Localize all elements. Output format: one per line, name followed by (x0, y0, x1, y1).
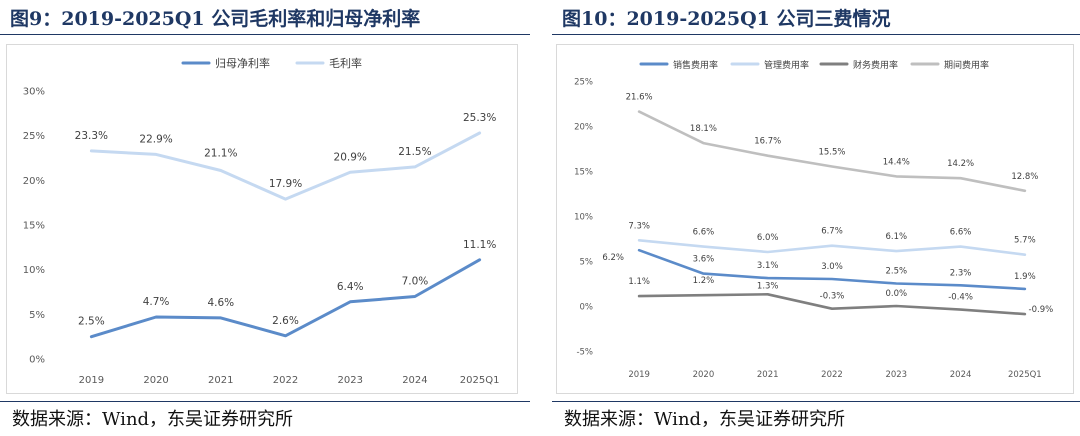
y-tick-label: 30% (23, 87, 45, 98)
data-label: 2.5% (78, 316, 105, 328)
data-label: 1.2% (693, 276, 715, 286)
data-label: 11.1% (463, 239, 496, 251)
x-tick-label: 2021 (208, 375, 233, 386)
x-tick-label: 2023 (337, 375, 362, 386)
right-source-rule (552, 401, 1080, 402)
left-panel: 图9：2019-2025Q1 公司毛利率和归母净利率 0% 5% 10% 15% 20%… (0, 0, 530, 436)
x-tick-label: 2024 (950, 370, 972, 380)
series-line (89, 131, 482, 201)
data-label: 0.0% (885, 289, 907, 299)
data-label: -0.4% (948, 293, 973, 303)
data-label: 5.7% (1014, 236, 1036, 246)
y-tick-label: 10% (574, 213, 593, 223)
series-line (637, 239, 1027, 256)
x-tick-label: 2022 (273, 375, 298, 386)
x-tick-label: 2020 (693, 370, 715, 380)
y-tick-label: 20% (574, 123, 593, 133)
data-label: 3.1% (757, 261, 779, 271)
x-tick-label: 2023 (885, 370, 907, 380)
data-label: 1.1% (628, 277, 650, 287)
expense-chart: -5% 0% 5% 10% 15% 20% 25% 2019 2020 2021 2022 2023 2… (574, 59, 1054, 380)
data-label: 22.9% (139, 133, 172, 145)
data-label: 20.9% (334, 151, 367, 163)
y-tick-label: 25% (574, 78, 593, 88)
series-line (637, 248, 1027, 291)
x-tick-label: 2022 (821, 370, 843, 380)
left-figure-title: 图9：2019-2025Q1 公司毛利率和归母净利率 (10, 8, 421, 30)
data-label: 25.3% (463, 112, 496, 124)
x-tick-label: 2025Q1 (1008, 370, 1042, 380)
legend-label: 财务费用率 (853, 59, 898, 71)
legend-label: 管理费用率 (764, 59, 809, 71)
data-label: 6.4% (337, 281, 364, 293)
x-tick-label: 2024 (402, 375, 427, 386)
data-label: 1.9% (1014, 272, 1036, 282)
series-line (637, 293, 1027, 316)
data-label: 16.7% (754, 137, 781, 147)
x-tick-label: 2019 (79, 375, 104, 386)
right-figure-title: 图10：2019-2025Q1 公司三费情况 (562, 8, 891, 30)
series-line (637, 110, 1027, 193)
data-label: 1.3% (757, 281, 779, 291)
data-label: 2.5% (885, 267, 907, 277)
left-chart-frame: 0% 5% 10% 15% 20% 25% 30% 2019 2020 2021 2022 2023 2… (6, 44, 518, 394)
x-tick-label: 2019 (628, 370, 650, 380)
y-tick-label: 25% (23, 131, 45, 142)
data-label: 3.0% (821, 262, 843, 272)
data-label: 12.8% (1011, 172, 1038, 182)
legend-label: 毛利率 (329, 56, 362, 70)
data-label: 23.3% (75, 130, 108, 142)
right-title-rule (552, 34, 1080, 35)
data-label: 14.4% (883, 157, 910, 167)
margin-chart: 0% 5% 10% 15% 20% 25% 30% 2019 2020 2021 2022 2023 2… (23, 56, 500, 386)
right-chart-frame: -5% 0% 5% 10% 15% 20% 25% 2019 2020 2021 2022 2023 2… (556, 44, 1074, 394)
data-label: -0.3% (820, 292, 845, 302)
y-tick-label: 15% (23, 221, 45, 232)
data-label: 6.2% (602, 253, 624, 263)
x-tick-label: 2020 (143, 375, 168, 386)
data-label: 7.0% (402, 275, 429, 287)
y-tick-label: 5% (580, 258, 594, 268)
data-label: 21.5% (398, 146, 431, 158)
y-tick-label: -5% (576, 348, 593, 358)
data-label: 17.9% (269, 178, 302, 190)
data-label: 6.0% (757, 233, 779, 243)
data-label: 7.3% (628, 221, 650, 231)
data-label: 15.5% (818, 148, 845, 158)
legend-label: 销售费用率 (673, 59, 718, 71)
right-source-note: 数据来源：Wind，东吴证券研究所 (564, 409, 846, 430)
left-source-rule (0, 401, 530, 402)
data-label: 14.2% (947, 159, 974, 169)
data-label: 6.7% (821, 227, 843, 237)
left-source-note: 数据来源：Wind，东吴证券研究所 (12, 409, 294, 430)
y-tick-label: 10% (23, 265, 45, 276)
data-label: 2.3% (950, 268, 972, 278)
left-title-rule (0, 34, 530, 35)
data-label: 21.6% (626, 93, 653, 103)
y-tick-label: 15% (574, 168, 593, 178)
data-label: -0.9% (1029, 305, 1054, 315)
legend-label: 归母净利率 (215, 56, 270, 70)
data-label: 6.6% (950, 228, 972, 238)
data-label: 4.7% (143, 296, 170, 308)
x-tick-label: 2025Q1 (460, 375, 500, 386)
data-label: 3.6% (693, 255, 715, 265)
y-tick-label: 0% (580, 303, 594, 313)
data-label: 6.1% (885, 232, 907, 242)
y-tick-label: 20% (23, 176, 45, 187)
legend-label: 期间费用率 (944, 59, 989, 71)
x-tick-label: 2021 (757, 370, 779, 380)
data-label: 21.1% (204, 148, 237, 160)
series-line (89, 258, 482, 339)
data-label: 18.1% (690, 124, 717, 134)
data-label: 4.6% (207, 297, 234, 309)
y-tick-label: 0% (29, 355, 45, 366)
right-panel: 图10：2019-2025Q1 公司三费情况 -5% 0% 5% 10% 15% 20% 2… (552, 0, 1080, 436)
data-label: 2.6% (272, 315, 299, 327)
y-tick-label: 5% (29, 310, 45, 321)
data-label: 6.6% (693, 228, 715, 238)
